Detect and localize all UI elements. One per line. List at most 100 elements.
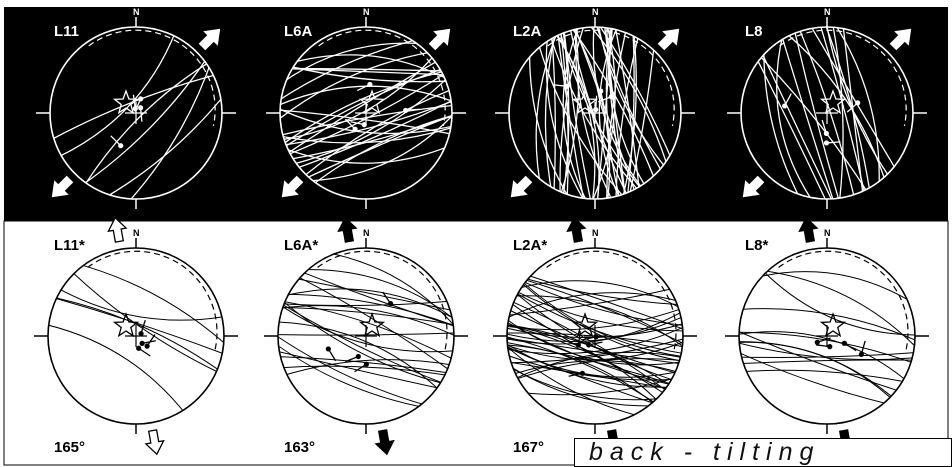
extension-arrow-icon [428,28,451,51]
fault-plane-arc [124,58,213,199]
north-label: N [592,7,599,17]
fault-plane-arc [794,32,840,199]
slip-arrow [815,344,830,348]
slip-arrow [784,93,792,107]
fault-plane-arc [72,272,219,373]
north-label: N [592,228,599,238]
sigma1-star-icon [819,89,847,115]
extension-arrow-icon [510,175,533,198]
sigma1-star-icon [819,312,847,338]
bottom-panel-label: L2A* [513,237,547,254]
fault-plane-arc [781,36,835,199]
slip-arrow [382,291,392,304]
extension-arrow-icon [657,28,680,51]
fault-plane-arc [284,301,452,359]
fault-plane-arc [507,323,666,395]
fault-plane-arc [535,27,563,194]
slip-dot [137,105,144,111]
fault-plane-arc [592,27,676,168]
fault-plane-arc [278,300,454,307]
dashed-small-circle [547,29,675,127]
top-stereonet-3 [727,17,927,209]
slip-arrow [826,141,841,144]
fault-plane-arc [507,344,679,378]
fault-plane-arc [507,360,676,391]
fault-plane-arc [759,49,835,199]
fault-plane-arc [550,38,638,189]
fault-planes [278,249,454,410]
bottom-panel-label: L8* [745,237,769,254]
fault-plane-arc [84,62,209,185]
extension-arrow-icon [374,429,395,456]
north-label: N [133,7,140,17]
fault-plane-arc [280,144,452,164]
slip-dot [138,330,144,337]
fault-plane-arc [84,60,206,184]
fault-plane-arc [753,52,830,199]
primitive-circle [508,26,682,200]
fault-plane-arc [507,337,680,365]
north-label: N [133,228,140,238]
fault-plane-arc [507,360,683,377]
fault-plane-arc [515,275,683,306]
fault-plane-arc [55,297,224,354]
slip-arrow [595,95,598,110]
fault-plane-arc [48,322,189,418]
fault-plane-arc [842,27,864,196]
slip-arrow [344,118,356,130]
fault-plane-arc [559,27,585,195]
fault-plane-arc [742,308,915,341]
sigma1-star-icon [571,312,599,338]
slip-arrow [138,347,151,357]
fault-plane-arc [759,55,868,192]
fault-plane-arc [278,321,440,391]
fault-planes [280,36,452,190]
fault-plane-arc [545,35,587,199]
fault-plane-arc [98,88,222,199]
extension-arrow-icon [107,216,128,243]
fault-plane-arc [739,369,913,384]
bottom-light-panel [3,220,949,466]
tilt-angle-label: 167° [513,439,544,456]
fault-plane-arc [592,27,616,199]
top-stereonet-0 [36,17,236,209]
fault-plane-arc [281,305,454,337]
north-label: N [363,7,370,17]
fault-plane-arc [507,287,677,317]
primitive-circle [506,247,684,425]
fault-plane-arc [509,338,683,364]
fault-plane-arc [512,373,683,396]
fault-plane-arc [54,286,224,321]
north-label: N [363,228,370,238]
fault-plane-arc [295,269,454,329]
bottom-panel-label: L6A* [284,237,318,254]
fault-plane-arc [75,262,224,349]
dashed-small-circle [779,29,907,127]
slip-dot [827,344,833,350]
fault-plane-arc [280,359,454,377]
fault-plane-arc [278,331,431,407]
bottom-stereonet-2 [493,216,697,456]
fault-plane-arc [799,31,855,195]
fault-plane-arc [507,341,683,361]
extension-arrow-icon [337,216,358,243]
north-label: N [824,228,831,238]
fault-plane-arc [739,331,907,381]
fault-plane-arc [571,27,656,179]
slip-arrow [345,355,359,363]
top-stereonet-2 [495,17,695,209]
sigma1-star-icon [571,89,599,115]
primitive-circle [279,26,453,200]
fault-plane-arc [280,306,454,326]
slip-arrow [821,119,827,134]
back-tilting-caption: back - tilting [574,438,952,467]
fault-plane-arc [573,29,611,199]
slip-arrow [327,348,337,362]
slip-arrow [140,320,146,334]
fault-plane-arc [555,32,596,199]
fault-plane-arc [776,33,815,199]
fault-plane-arc [514,290,683,332]
fault-plane-arc [808,27,898,172]
top-panel-label: L11 [54,23,79,40]
fault-plane-arc [739,359,915,365]
